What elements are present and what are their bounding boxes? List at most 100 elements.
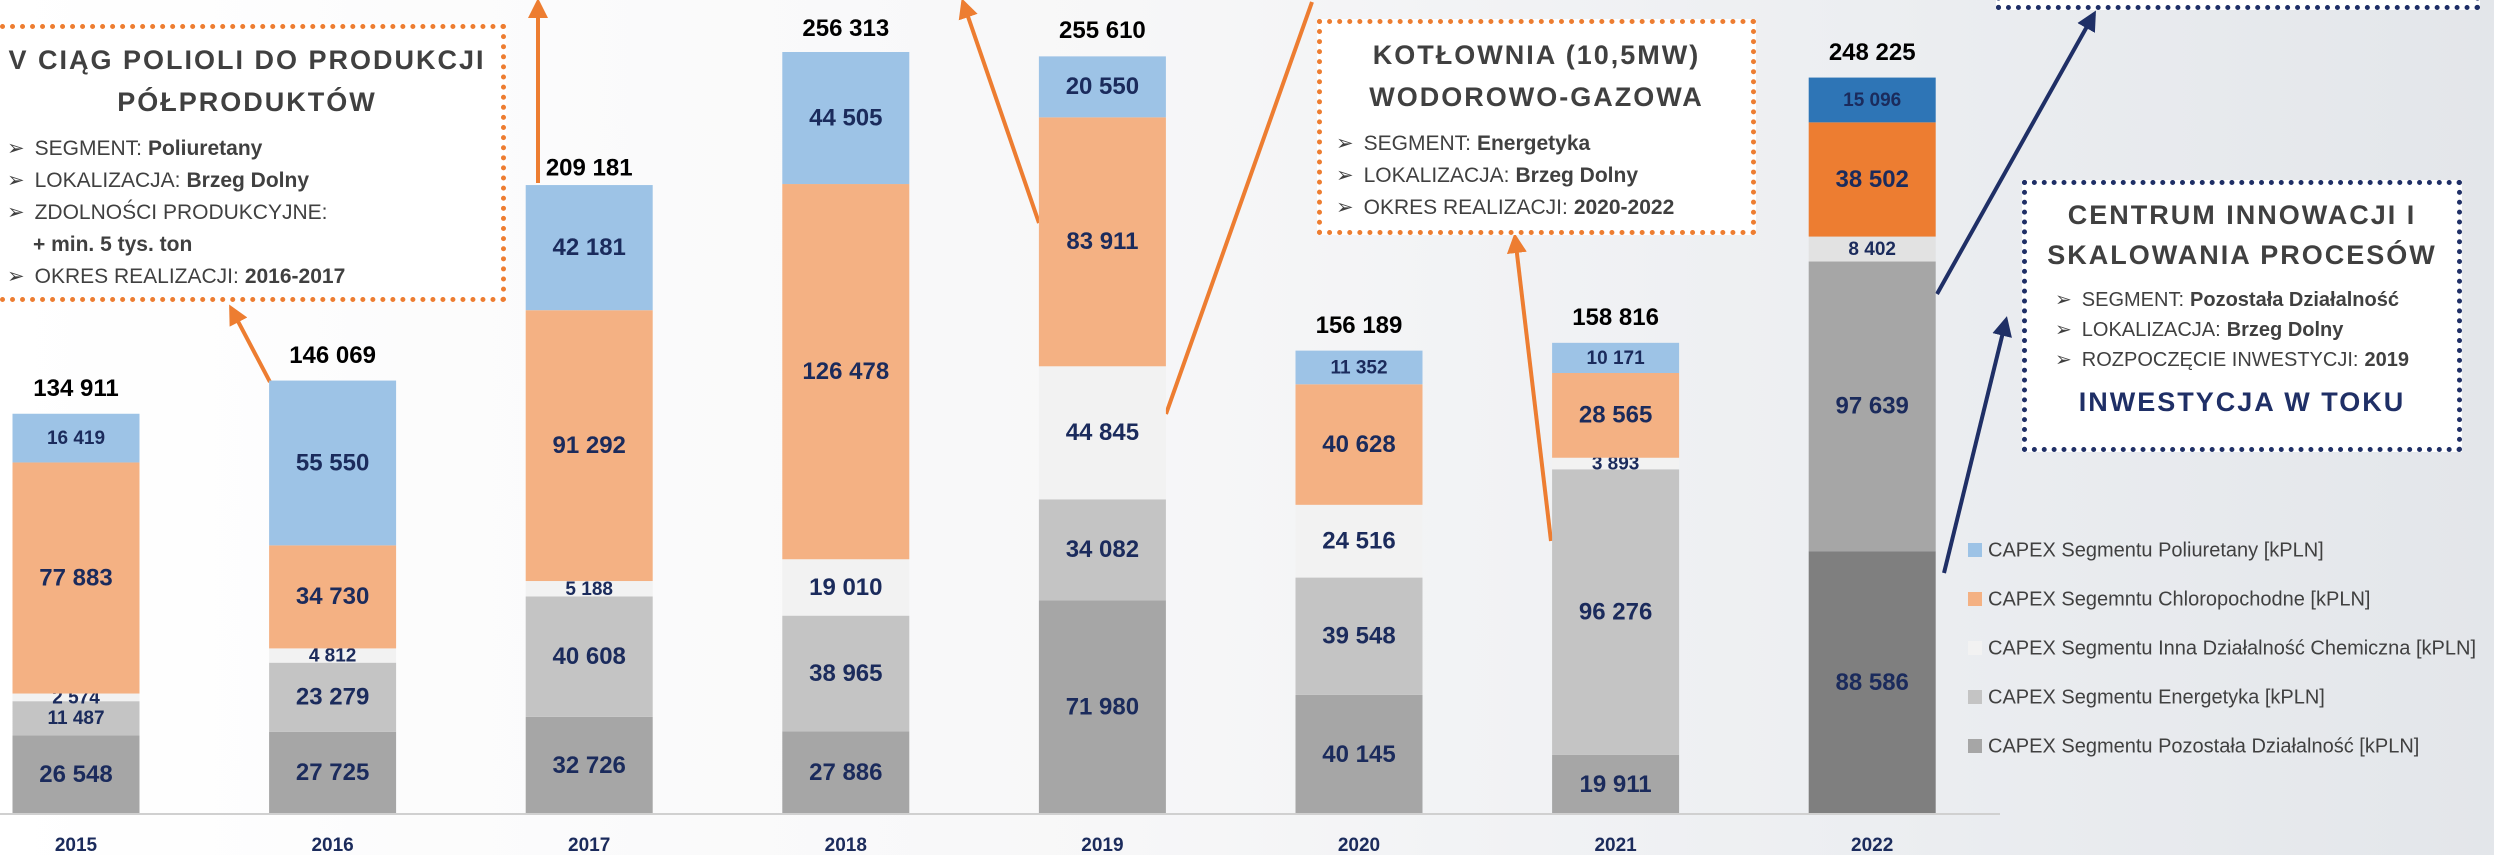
value-label: 44 505 — [809, 104, 882, 131]
total-label: 134 911 — [33, 375, 118, 402]
x-tick-label: 2021 — [1594, 835, 1637, 855]
value-label: 34 082 — [1066, 536, 1139, 563]
item-label: LOKALIZACJA: — [1364, 164, 1510, 187]
page: 26 54811 4872 57477 88316 419134 9112015… — [0, 0, 2494, 855]
x-tick-label: 2018 — [825, 835, 867, 855]
value-label: 27 886 — [809, 759, 882, 786]
legend-swatch — [1968, 739, 1982, 753]
annotation-footer: INWESTYCJA W TOKU — [2041, 387, 2443, 418]
annotation-item: OKRES REALIZACJI: 2016-2017 — [7, 261, 487, 293]
annotation-title: SKALOWANIA PROCESÓW — [2041, 235, 2443, 275]
value-label: 4 812 — [309, 646, 357, 667]
value-label: 71 980 — [1066, 694, 1139, 721]
legend-label: CAPEX Segmentu Energetyka [kPLN] — [1988, 686, 2325, 708]
annotation-item: ROZPOCZĘCIE INWESTYCJI:2019 — [2055, 345, 2443, 375]
total-label: 255 610 — [1059, 17, 1146, 44]
value-label: 91 292 — [552, 432, 625, 459]
legend-label: CAPEX Segemntu Chloropochodne [kPLN] — [1988, 588, 2370, 610]
x-tick-label: 2019 — [1081, 835, 1123, 855]
arrow — [1944, 320, 2006, 573]
value-label: 97 639 — [1835, 393, 1908, 420]
value-label: 38 965 — [809, 660, 882, 687]
total-label: 256 313 — [802, 15, 889, 42]
annotation-item: LOKALIZACJA: Brzeg Dolny — [7, 165, 487, 197]
value-label: 15 096 — [1843, 90, 1901, 111]
value-label: 8 402 — [1848, 239, 1896, 260]
item-label: LOKALIZACJA: — [35, 169, 181, 192]
annotation-title: CENTRUM INNOWACJI I — [2041, 195, 2443, 235]
total-label: 146 069 — [289, 342, 376, 369]
annotation-list: SEGMENT: Pozostała Działalność LOKALIZACJA… — [2041, 285, 2443, 375]
annotation-box: V CIĄG POLIOLI DO PRODUKCJIPÓŁPRODUKTÓWS… — [0, 24, 506, 302]
annotation-item: SEGMENT: Energetyka — [1336, 128, 1737, 160]
item-value: Brzeg Dolny — [2227, 319, 2344, 341]
value-label: 24 516 — [1322, 528, 1395, 555]
arrow — [963, 2, 1039, 223]
value-label: 38 502 — [1835, 166, 1908, 193]
item-label: ROZPOCZĘCIE INWESTYCJI: — [2082, 349, 2359, 371]
item-value: Pozostała Działalność — [2190, 289, 2399, 311]
item-label: SEGMENT: — [35, 137, 142, 160]
value-label: 42 181 — [552, 234, 625, 261]
arrow — [1515, 237, 1551, 541]
cropped-box — [1996, 0, 2480, 10]
legend-label: CAPEX Segmentu Inna Działalność Chemiczn… — [1988, 637, 2476, 659]
annotation-item: ZDOLNOŚCI PRODUKCYJNE:+ min. 5 tys. ton — [7, 197, 487, 261]
total-label: 158 816 — [1572, 304, 1659, 331]
value-label: 55 550 — [296, 449, 369, 476]
legend-label: CAPEX Segmentu Pozostała Działalność [kP… — [1988, 735, 2419, 757]
item-label: SEGMENT: — [2082, 289, 2184, 311]
value-label: 40 145 — [1322, 741, 1395, 768]
x-tick-label: 2022 — [1851, 835, 1893, 855]
value-label: 16 419 — [47, 428, 105, 449]
value-label: 77 883 — [39, 564, 112, 591]
item-value: 2019 — [2364, 349, 2409, 371]
item-label: OKRES REALIZACJI: — [1364, 196, 1568, 219]
value-label: 39 548 — [1322, 623, 1395, 650]
item-label: SEGMENT: — [1364, 132, 1471, 155]
value-label: 40 608 — [552, 643, 625, 670]
value-label: 83 911 — [1066, 228, 1138, 255]
value-label: 11 487 — [47, 708, 104, 729]
value-label: 5 188 — [565, 579, 613, 600]
total-label: 156 189 — [1316, 312, 1403, 339]
legend-swatch — [1968, 592, 1982, 606]
value-label: 28 565 — [1579, 402, 1652, 429]
arrow — [231, 308, 270, 382]
x-tick-label: 2020 — [1338, 835, 1380, 855]
item-value: + min. 5 tys. ton — [33, 229, 487, 261]
legend-label: CAPEX Segmentu Poliuretany [kPLN] — [1988, 539, 2324, 561]
arrow — [1166, 2, 1312, 414]
item-value: Energetyka — [1477, 132, 1590, 155]
value-label: 19 010 — [809, 574, 882, 601]
item-value: 2016-2017 — [245, 265, 345, 288]
x-tick-label: 2016 — [311, 835, 353, 855]
annotation-title: WODOROWO-GAZOWA — [1336, 76, 1737, 118]
annotation-list: SEGMENT: Poliuretany LOKALIZACJA: Brzeg Dol… — [7, 133, 487, 293]
value-label: 32 726 — [552, 752, 625, 779]
item-value: Brzeg Dolny — [187, 169, 310, 192]
annotation-item: SEGMENT: Poliuretany — [7, 133, 487, 165]
value-label: 19 911 — [1580, 771, 1652, 798]
x-tick-label: 2015 — [55, 835, 98, 855]
legend-swatch — [1968, 641, 1982, 655]
item-label: OKRES REALIZACJI: — [35, 265, 239, 288]
item-value: Poliuretany — [148, 137, 262, 160]
value-label: 96 276 — [1579, 598, 1652, 625]
annotation-list: SEGMENT: Energetyka LOKALIZACJA: Brzeg Doln… — [1336, 128, 1737, 224]
value-label: 126 478 — [802, 358, 889, 385]
item-value: 2020-2022 — [1574, 196, 1674, 219]
item-value: Brzeg Dolny — [1516, 164, 1639, 187]
total-label: 248 225 — [1829, 39, 1916, 66]
legend-swatch — [1968, 690, 1982, 704]
value-label: 23 279 — [296, 684, 369, 711]
value-label: 11 352 — [1330, 357, 1387, 378]
value-label: 26 548 — [39, 761, 112, 788]
annotation-item: LOKALIZACJA: Brzeg Dolny — [2055, 315, 2443, 345]
x-tick-label: 2017 — [568, 835, 610, 855]
value-label: 40 628 — [1322, 431, 1395, 458]
value-label: 34 730 — [296, 583, 369, 610]
value-label: 27 725 — [296, 759, 369, 786]
item-label: LOKALIZACJA: — [2082, 319, 2221, 341]
